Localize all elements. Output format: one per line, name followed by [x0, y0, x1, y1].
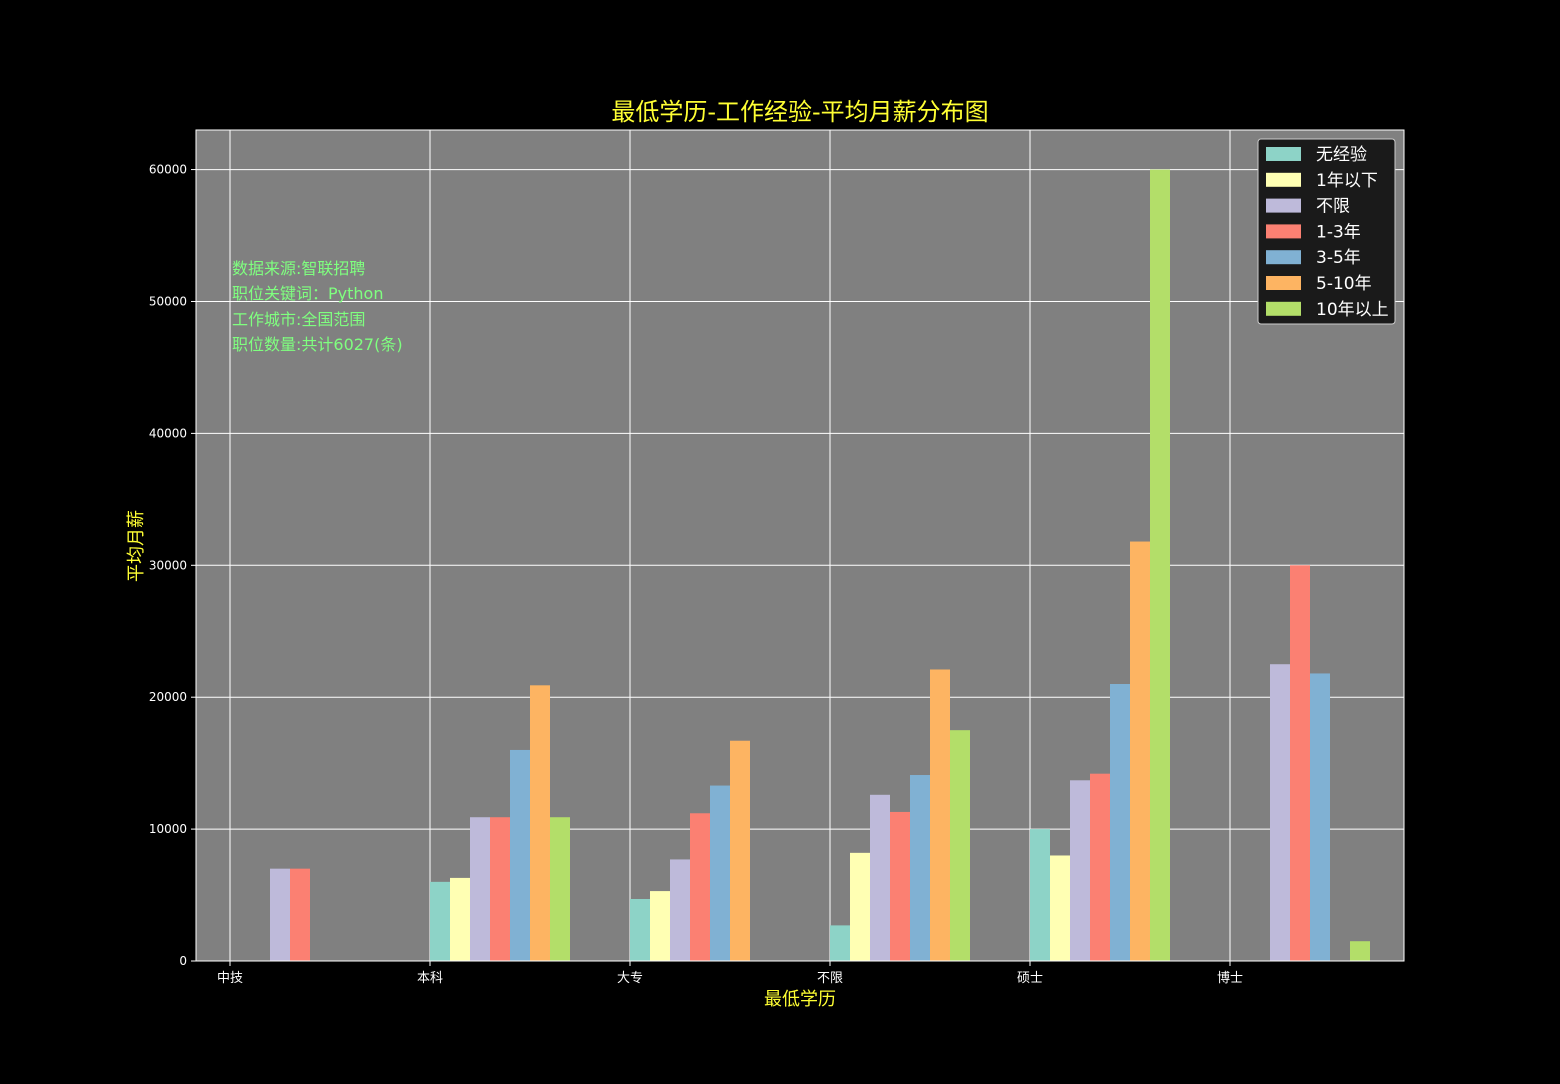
grid-lines [196, 130, 1404, 962]
bar [1150, 169, 1170, 962]
legend-label: 5-10年 [1316, 274, 1372, 294]
bar [290, 868, 310, 961]
y-tick-label: 60000 [149, 163, 187, 177]
legend-swatch [1266, 250, 1301, 265]
legend-label: 3-5年 [1316, 248, 1361, 268]
x-tick-label: 中技 [217, 971, 243, 986]
bar [930, 669, 950, 961]
y-tick-label: 30000 [149, 558, 187, 572]
x-axis-ticks: 中技 本科 大专 不限 硕士 博士 [217, 961, 1243, 986]
bar [1050, 855, 1070, 961]
bar [1090, 773, 1110, 961]
legend-swatch [1266, 147, 1301, 161]
bar [1270, 664, 1290, 961]
y-axis-ticks: 0 10000 20000 30000 40000 50000 60000 [149, 163, 196, 968]
bar [710, 785, 730, 961]
x-axis-label: 最低学历 [764, 989, 836, 1010]
legend-label: 1年以下 [1316, 171, 1378, 191]
annotation-count: 职位数量:共计6027(条) [232, 335, 403, 354]
bar [510, 749, 530, 961]
bar [690, 813, 710, 961]
x-tick-label: 博士 [1217, 971, 1243, 986]
bar [1030, 829, 1050, 961]
bar [1310, 673, 1330, 961]
bar [1130, 541, 1150, 961]
bar [1290, 565, 1310, 961]
y-axis-label: 平均月薪 [126, 510, 147, 582]
source-annotations: 数据来源:智联招聘 职位关键词：Python 工作城市:全国范围 职位数量:共计… [232, 259, 403, 354]
annotation-keyword: 职位关键词：Python [232, 284, 383, 303]
legend-label: 10年以上 [1316, 300, 1389, 320]
chart-title: 最低学历-工作经验-平均月薪分布图 [611, 98, 988, 126]
bar [830, 925, 850, 961]
legend-swatch [1266, 224, 1301, 239]
bars [270, 169, 1370, 962]
bar [730, 740, 750, 961]
bar [450, 877, 470, 961]
annotation-city: 工作城市:全国范围 [232, 310, 365, 329]
bar [670, 859, 690, 961]
bar [530, 685, 550, 961]
legend-swatch [1266, 172, 1301, 187]
bar [430, 881, 450, 961]
x-tick-label: 硕士 [1017, 971, 1043, 986]
legend-swatch [1266, 276, 1301, 290]
bar [870, 794, 890, 961]
plot-area [196, 130, 1404, 961]
bar [850, 852, 870, 961]
bar [1110, 684, 1130, 961]
x-tick-label: 大专 [617, 971, 643, 986]
y-tick-label: 20000 [149, 690, 187, 704]
bar [1350, 941, 1370, 961]
y-tick-label: 0 [179, 954, 187, 968]
bar [890, 811, 910, 961]
legend-label: 1-3年 [1316, 222, 1361, 242]
legend-swatch [1266, 198, 1301, 213]
legend-label: 不限 [1316, 197, 1350, 217]
plot-frame [195, 129, 1405, 962]
bar [550, 817, 570, 961]
legend-label: 无经验 [1316, 145, 1367, 165]
y-tick-label: 40000 [149, 426, 187, 440]
y-tick-label: 50000 [149, 294, 187, 308]
x-tick-label: 本科 [417, 971, 443, 986]
bar [650, 891, 670, 961]
bar [490, 817, 510, 961]
bar [470, 817, 490, 961]
bar [950, 730, 970, 961]
y-tick-label: 10000 [149, 822, 187, 836]
x-tick-label: 不限 [817, 971, 843, 986]
bar [910, 775, 930, 961]
legend-swatch [1266, 301, 1301, 316]
bar [1070, 780, 1090, 961]
bar [270, 868, 290, 961]
bar [630, 899, 650, 961]
annotation-source: 数据来源:智联招聘 [232, 259, 365, 278]
